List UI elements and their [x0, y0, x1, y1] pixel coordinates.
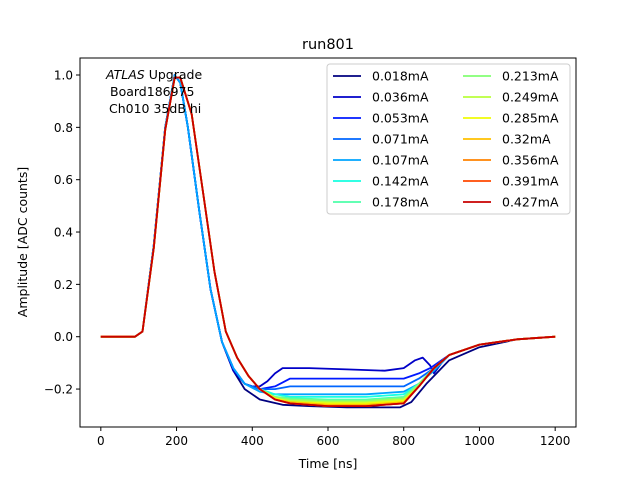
atlas-annotation: ATLAS Upgrade Board186975 Ch010 35dB hi — [105, 67, 202, 116]
series-lines — [100, 74, 556, 409]
legend-entry-0.178mA: 0.178mA — [372, 195, 429, 210]
channel-label: Ch010 35dB hi — [109, 101, 201, 116]
legend-frame — [326, 63, 571, 215]
x-tick-label: 200 — [165, 434, 188, 448]
legend-entry-0.285mA: 0.285mA — [502, 111, 559, 126]
legend-entry-0.107mA: 0.107mA — [372, 153, 429, 168]
y-axis-ticks: −0.2 0.0 0.2 0.4 0.6 0.8 1.0 — [44, 69, 80, 397]
legend: 0.018mA 0.036mA 0.053mA 0.071mA 0.107mA 0.142… — [326, 63, 571, 215]
x-axis-ticks: 0 200 400 600 800 1000 1200 — [97, 427, 570, 448]
y-axis-label: Amplitude [ADC counts] — [15, 167, 30, 317]
plot-frame — [79, 57, 577, 428]
atlas-label-italic: ATLAS — [105, 67, 145, 82]
board-label: Board186975 — [110, 84, 194, 99]
x-tick-label: 400 — [241, 434, 264, 448]
legend-entry-0.249mA: 0.249mA — [502, 90, 559, 105]
x-tick-label: 1200 — [540, 434, 571, 448]
y-tick-label: −0.2 — [44, 383, 73, 397]
y-tick-label: 0.6 — [54, 173, 73, 187]
legend-entry-0.036mA: 0.036mA — [372, 90, 429, 105]
x-tick-label: 800 — [392, 434, 415, 448]
y-tick-label: 0.0 — [54, 330, 73, 344]
y-tick-label: 0.2 — [54, 278, 73, 292]
x-tick-label: 600 — [317, 434, 340, 448]
legend-entry-0.018mA: 0.018mA — [372, 69, 429, 84]
chart-title: run801 — [302, 37, 354, 53]
y-tick-label: 0.8 — [54, 121, 73, 135]
legend-entry-0.071mA: 0.071mA — [372, 132, 429, 147]
legend-entry-0.427mA: 0.427mA — [502, 195, 559, 210]
atlas-label: ATLAS Upgrade — [105, 67, 202, 82]
x-tick-label: 1000 — [464, 434, 495, 448]
legend-entry-0.213mA: 0.213mA — [502, 69, 559, 84]
legend-entry-0.391mA: 0.391mA — [502, 174, 559, 189]
legend-entry-0.142mA: 0.142mA — [372, 174, 429, 189]
x-axis-label: Time [ns] — [298, 456, 358, 471]
legend-entry-0.32mA: 0.32mA — [502, 132, 551, 147]
series-line-0.427mA — [100, 76, 556, 407]
legend-entry-0.356mA: 0.356mA — [502, 153, 559, 168]
atlas-label-upgrade: Upgrade — [145, 67, 203, 82]
x-tick-label: 0 — [97, 434, 105, 448]
y-tick-label: 1.0 — [54, 69, 73, 83]
y-tick-label: 0.4 — [54, 226, 73, 240]
legend-entry-0.053mA: 0.053mA — [372, 111, 429, 126]
